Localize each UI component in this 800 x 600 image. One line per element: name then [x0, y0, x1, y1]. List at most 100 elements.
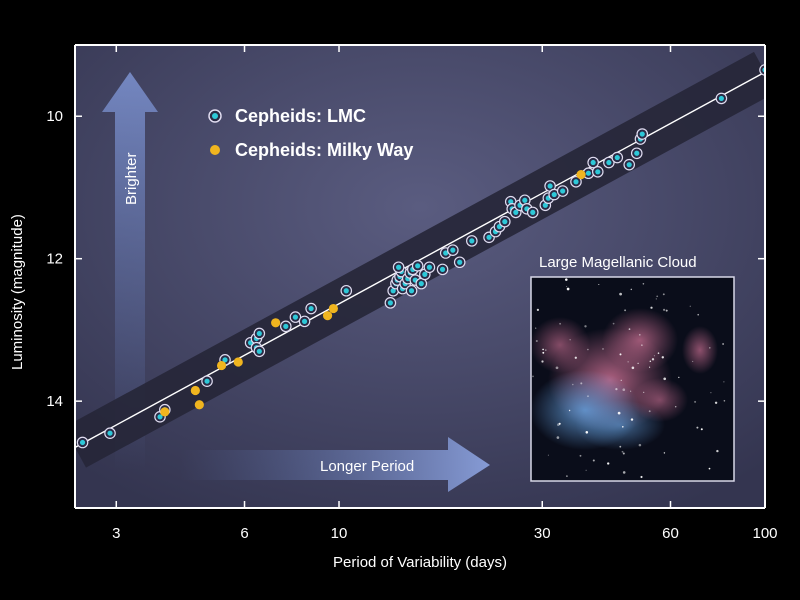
lmc-star — [558, 422, 561, 425]
lmc-point — [443, 250, 449, 256]
lmc-point — [396, 264, 402, 270]
lmc-point — [222, 357, 228, 363]
trend-line — [75, 71, 765, 449]
scatter-band-group — [75, 51, 765, 468]
milky-way-point — [271, 318, 281, 328]
lmc-star — [622, 471, 626, 474]
lmc-point — [343, 288, 349, 294]
lmc-star — [619, 292, 622, 296]
lmc-point — [256, 348, 262, 354]
y-tick-label: 10 — [46, 108, 63, 125]
lmc-star — [640, 475, 643, 479]
lmc-star — [663, 377, 667, 381]
lmc-point — [560, 188, 566, 194]
lmc-point — [457, 259, 463, 265]
lmc-star — [619, 353, 622, 356]
lmc-star — [657, 352, 660, 354]
lmc-star — [710, 392, 712, 394]
milky-way-point — [322, 311, 333, 321]
lmc-point — [79, 439, 86, 446]
lmc-star — [535, 327, 537, 329]
lmc-star — [584, 325, 587, 328]
lmc-star — [689, 305, 691, 307]
x-tick-label: 60 — [662, 525, 679, 542]
lmc-star — [624, 309, 627, 312]
lmc-star — [566, 475, 568, 477]
lmc-star — [662, 293, 665, 296]
lmc-point — [634, 150, 640, 156]
lmc-point — [530, 209, 536, 215]
lmc-star — [692, 360, 694, 362]
lmc-star — [598, 283, 600, 286]
brighter-arrow — [102, 72, 158, 470]
lmc-point — [418, 281, 424, 287]
milky-way-point — [190, 385, 200, 396]
lmc-star — [651, 358, 655, 361]
lmc-star — [638, 443, 642, 447]
lmc-point — [157, 414, 163, 420]
lmc-point — [390, 288, 396, 294]
lmc-star — [709, 347, 711, 349]
lmc-star — [661, 356, 664, 359]
lmc-point — [626, 162, 632, 168]
lmc-star — [630, 288, 633, 291]
legend-label-lmc: Cepheids: LMC — [235, 106, 366, 126]
lmc-point — [508, 199, 514, 205]
lmc-star — [568, 409, 571, 412]
brighter-label: Brighter — [123, 152, 140, 205]
lmc-star — [650, 306, 653, 309]
milky-way-point — [194, 400, 204, 410]
x-tick-label: 30 — [534, 525, 551, 542]
lmc-star — [655, 298, 657, 300]
lmc-star — [714, 401, 718, 405]
lmc-star — [630, 418, 634, 421]
legend-item-milky-way: Cepheids: Milky Way — [210, 140, 413, 160]
lmc-point — [450, 247, 456, 253]
lmc-star — [620, 379, 622, 381]
lmc-star — [637, 362, 639, 364]
lmc-star — [649, 360, 652, 362]
lmc-point — [469, 238, 475, 244]
lmc-point — [301, 318, 308, 324]
lmc-point — [292, 314, 299, 320]
lmc-point — [595, 169, 601, 175]
lmc-star — [662, 308, 666, 311]
lmc-star — [615, 388, 618, 391]
milky-way-point — [576, 170, 586, 180]
lmc-star — [580, 382, 583, 385]
lmc-point — [502, 219, 508, 225]
lmc-star — [630, 390, 632, 392]
lmc-star — [723, 400, 726, 402]
lmc-point — [415, 263, 421, 269]
x-tick-label: 100 — [752, 525, 777, 542]
x-tick-label: 10 — [331, 525, 348, 542]
lmc-point — [308, 305, 314, 312]
lmc-point — [585, 170, 592, 176]
lmc-star — [622, 452, 625, 455]
lmc-star — [653, 355, 655, 357]
x-tick-label: 3 — [112, 525, 120, 542]
legend: Cepheids: LMC Cepheids: Milky Way — [208, 106, 413, 160]
lmc-point — [513, 209, 519, 215]
lmc-point — [422, 271, 428, 277]
y-axis-title: Luminosity (magnitude) — [9, 214, 26, 370]
lmc-star — [649, 366, 651, 368]
lmc-star — [572, 383, 574, 386]
lmc-star — [694, 400, 697, 403]
lmc-star — [638, 333, 641, 336]
lmc-star — [678, 376, 680, 379]
lmc-point — [486, 234, 492, 240]
milky-way-point — [160, 407, 170, 417]
ticks: 3 6 10 30 60 100 10 12 14 — [46, 45, 778, 542]
lmc-point — [551, 191, 557, 198]
lmc-point — [590, 159, 596, 166]
lmc-point — [387, 300, 393, 306]
lmc-point — [547, 183, 553, 189]
milky-way-point — [216, 360, 227, 371]
lmc-star — [542, 348, 544, 351]
lmc-star — [532, 375, 534, 378]
lmc-star — [696, 426, 699, 429]
legend-marker-lmc-dot — [212, 113, 218, 119]
lmc-star — [585, 431, 589, 434]
